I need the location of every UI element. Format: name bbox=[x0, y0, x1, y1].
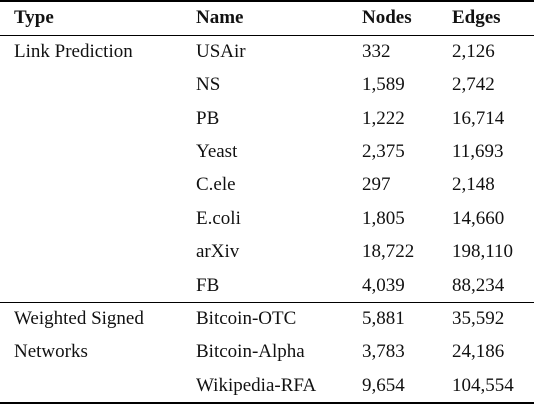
node-count: 3,783 bbox=[362, 341, 405, 363]
edge-count: 2,148 bbox=[452, 174, 495, 196]
header-cell: Edges bbox=[452, 7, 501, 28]
dataset-name: PB bbox=[196, 107, 220, 129]
edge-count: 11,693 bbox=[452, 140, 504, 162]
group-type: Weighted Signed bbox=[14, 307, 144, 329]
edge-count: 104,554 bbox=[452, 374, 514, 396]
node-count: 1,589 bbox=[362, 74, 405, 96]
node-count: 9,654 bbox=[362, 374, 405, 396]
dataset-name: Wikipedia-RFA bbox=[196, 374, 317, 396]
node-count: 332 bbox=[362, 40, 391, 62]
header-cell: Name bbox=[196, 7, 244, 28]
edge-count: 2,742 bbox=[452, 74, 495, 96]
node-count: 1,805 bbox=[362, 207, 405, 229]
edge-count: 24,186 bbox=[452, 341, 505, 363]
node-count: 5,881 bbox=[362, 307, 405, 329]
dataset-name: Bitcoin-Alpha bbox=[196, 341, 305, 363]
dataset-name: Bitcoin-OTC bbox=[196, 307, 297, 329]
node-count: 4,039 bbox=[362, 274, 405, 296]
dataset-name: Yeast bbox=[196, 140, 238, 162]
group-type: Networks bbox=[14, 341, 88, 363]
edge-count: 35,592 bbox=[452, 307, 505, 329]
dataset-name: NS bbox=[196, 74, 221, 96]
node-count: 18,722 bbox=[362, 241, 415, 263]
dataset-name: C.ele bbox=[196, 174, 236, 196]
table-rule bbox=[0, 34, 534, 36]
node-count: 297 bbox=[362, 174, 391, 196]
edge-count: 16,714 bbox=[452, 107, 505, 129]
edge-count: 198,110 bbox=[452, 241, 514, 263]
header-cell: Nodes bbox=[362, 7, 412, 28]
group-type: Link Prediction bbox=[14, 40, 133, 62]
edge-count: 2,126 bbox=[452, 40, 495, 62]
dataset-name: USAir bbox=[196, 40, 246, 62]
table-rule bbox=[0, 402, 534, 404]
edge-count: 14,660 bbox=[452, 207, 505, 229]
dataset-name: FB bbox=[196, 274, 220, 296]
table-rule bbox=[0, 301, 534, 303]
node-count: 1,222 bbox=[362, 107, 405, 129]
dataset-name: arXiv bbox=[196, 241, 240, 263]
table-rule bbox=[0, 0, 534, 2]
edge-count: 88,234 bbox=[452, 274, 505, 296]
header-cell: Type bbox=[14, 7, 54, 28]
node-count: 2,375 bbox=[362, 140, 405, 162]
dataset-name: E.coli bbox=[196, 207, 241, 229]
